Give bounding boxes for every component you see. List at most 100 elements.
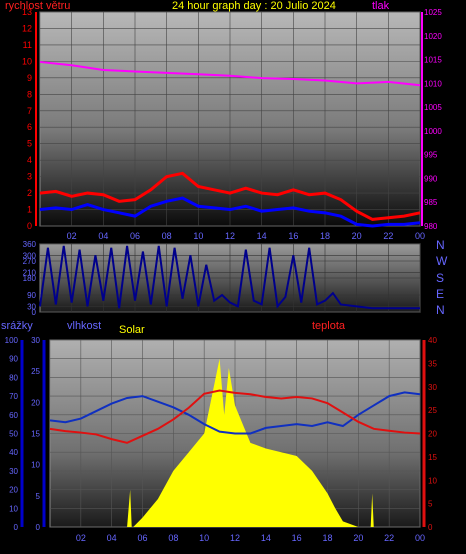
x-axis-tick: 14 <box>257 231 267 241</box>
x-axis-tick: 18 <box>322 533 332 543</box>
pressure-axis-tick: 985 <box>424 198 438 207</box>
direction-axis-tick: 270 <box>23 257 37 266</box>
humidity-axis-tick: 30 <box>31 336 40 345</box>
pressure-axis-tick: 1000 <box>424 127 442 136</box>
solar-area <box>50 358 420 527</box>
wind-direction-line <box>39 245 420 310</box>
chart-title: 24 hour graph day : 20 Julio 2024 <box>172 0 336 12</box>
wind-axis-tick: 6 <box>27 122 32 132</box>
rain-axis-tick: 40 <box>9 448 18 457</box>
rain-axis-tick: 100 <box>5 336 19 345</box>
direction-axis-tick: 360 <box>23 240 37 249</box>
wind-axis-tick: 12 <box>22 23 32 33</box>
x-axis-tick: 12 <box>230 533 240 543</box>
humidity-line <box>49 391 421 435</box>
humidity-axis-tick: 20 <box>31 398 40 407</box>
rain-axis-tick: 30 <box>9 467 18 476</box>
pressure-axis-tick: 1015 <box>424 56 442 65</box>
pressure-axis-tick: 995 <box>424 151 438 160</box>
x-axis-tick: 22 <box>384 533 394 543</box>
x-axis-tick: 08 <box>162 231 172 241</box>
direction-axis-tick: 210 <box>23 268 37 277</box>
pressure-axis-tick: 1005 <box>424 103 442 112</box>
x-axis-tick: 04 <box>98 231 108 241</box>
rain-axis-tick: 60 <box>9 411 18 420</box>
x-axis-tick: 06 <box>130 231 140 241</box>
x-axis-tick: 16 <box>288 231 298 241</box>
wind-pressure-panel: 0123456789101112139809859909951000100510… <box>22 7 442 241</box>
direction-axis-tick: 90 <box>27 291 36 300</box>
pressure-axis-tick: 980 <box>424 222 438 231</box>
pressure-axis-tick: 1025 <box>424 8 442 17</box>
wind-speed-title: rychlost větru <box>5 0 71 12</box>
x-axis-tick: 12 <box>225 231 235 241</box>
temperature-axis-tick: 10 <box>428 476 437 485</box>
direction-axis-tick: 30 <box>27 302 36 311</box>
compass-n-top: N <box>436 238 445 252</box>
compass-e: E <box>436 287 445 301</box>
wind-axis-tick: 2 <box>27 188 32 198</box>
direction-axis-tick: 300 <box>23 251 37 260</box>
humidity-title: vlhkost <box>67 320 102 332</box>
temperature-axis-tick: 30 <box>428 383 437 392</box>
rain-axis-tick: 50 <box>9 430 18 439</box>
temperature-axis-tick: 40 <box>428 336 437 345</box>
humidity-axis-tick: 25 <box>31 367 40 376</box>
pressure-axis-tick: 1020 <box>424 32 442 41</box>
x-axis-tick: 22 <box>383 231 393 241</box>
x-axis-tick: 02 <box>67 231 77 241</box>
temperature-axis-tick: 25 <box>428 406 437 415</box>
compass-w: W <box>436 254 448 268</box>
wind-axis-tick: 3 <box>27 172 32 182</box>
x-axis-tick: 00 <box>415 231 425 241</box>
temperature-line <box>49 389 421 444</box>
humidity-axis-tick: 10 <box>31 461 40 470</box>
temperature-axis-tick: 20 <box>428 430 437 439</box>
temperature-title: teplota <box>312 320 346 332</box>
wind-axis-tick: 9 <box>27 73 32 83</box>
humidity-axis-tick: 0 <box>36 523 41 532</box>
solar-title: Solar <box>119 324 145 336</box>
x-axis-tick: 20 <box>353 533 363 543</box>
x-axis-tick: 10 <box>193 231 203 241</box>
rain-axis-tick: 20 <box>9 486 18 495</box>
compass-n-bottom: N <box>436 303 445 317</box>
wind-axis-tick: 7 <box>27 106 32 116</box>
x-axis-tick: 16 <box>292 533 302 543</box>
x-axis-tick: 06 <box>137 533 147 543</box>
x-axis-tick: 10 <box>199 533 209 543</box>
wind-axis-tick: 8 <box>27 89 32 99</box>
direction-axis-tick: 180 <box>23 274 37 283</box>
temperature-axis-tick: 15 <box>428 453 437 462</box>
rain-axis-tick: 0 <box>14 523 19 532</box>
wind-axis-tick: 0 <box>27 221 32 231</box>
rain-axis-tick: 90 <box>9 355 18 364</box>
rain-axis-tick: 80 <box>9 373 18 382</box>
x-axis-tick: 14 <box>261 533 271 543</box>
wind-axis-tick: 1 <box>27 205 32 215</box>
humidity-axis-tick: 15 <box>31 430 40 439</box>
x-axis-tick: 00 <box>415 533 425 543</box>
wind-axis-tick: 11 <box>23 40 32 50</box>
wind-axis-tick: 5 <box>27 139 32 149</box>
x-axis-tick: 18 <box>320 231 330 241</box>
temperature-axis-tick: 0 <box>428 523 433 532</box>
pressure-axis-tick: 990 <box>424 174 438 183</box>
pressure-axis-tick: 1010 <box>424 79 442 88</box>
humidity-axis-tick: 5 <box>36 492 41 501</box>
wind-gust-line <box>39 171 421 221</box>
wind-axis-tick: 4 <box>27 155 32 165</box>
compass-s: S <box>436 271 445 285</box>
rain-axis-tick: 10 <box>9 504 18 513</box>
x-axis-tick: 20 <box>352 231 362 241</box>
rain-title: srážky <box>1 320 33 332</box>
x-axis-tick: 08 <box>168 533 178 543</box>
x-axis-tick: 04 <box>107 533 117 543</box>
wind-axis-tick: 10 <box>22 56 32 66</box>
wind-speed-line <box>39 196 421 228</box>
x-axis-tick: 02 <box>76 533 86 543</box>
pressure-title: tlak <box>372 0 390 12</box>
direction-axis-tick: 0 <box>32 308 37 317</box>
